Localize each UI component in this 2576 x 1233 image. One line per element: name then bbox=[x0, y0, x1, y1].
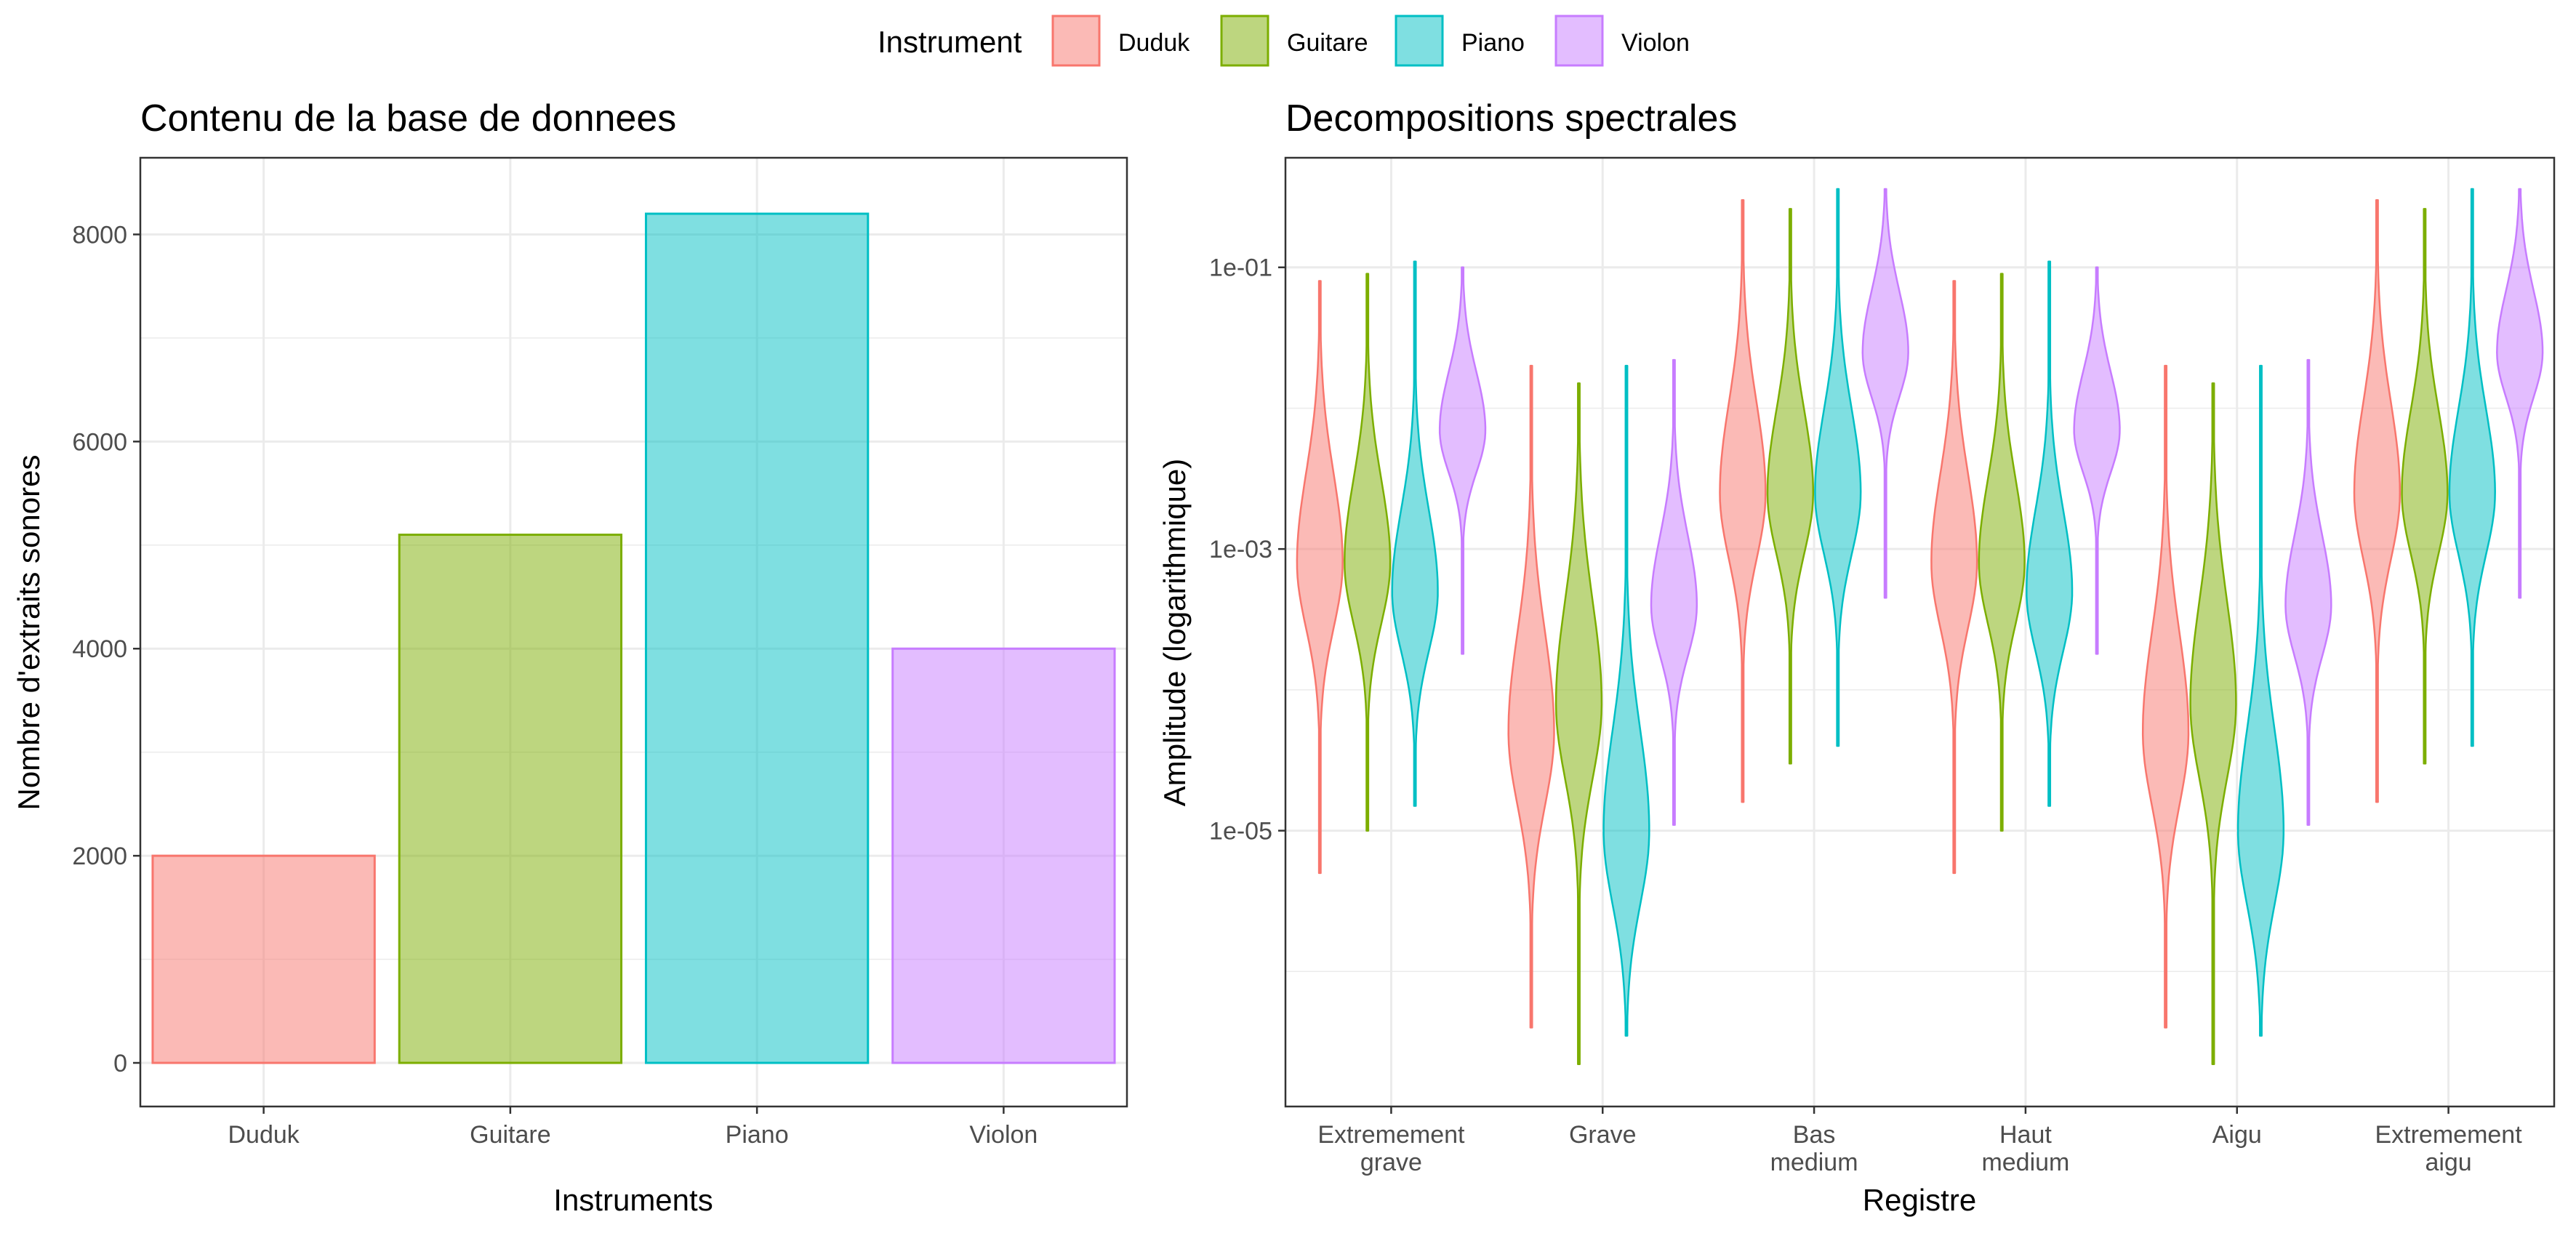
violin-piano-5 bbox=[2448, 188, 2496, 747]
violin-marks bbox=[1296, 188, 2544, 1065]
bar-plot-border bbox=[139, 156, 1128, 1108]
bar-guitare bbox=[398, 534, 623, 1064]
violin-gridlines bbox=[1285, 158, 2554, 1107]
violin-plot-background bbox=[1285, 158, 2554, 1107]
violin-guitare-1 bbox=[1554, 382, 1603, 1065]
bar-x-tick-label: Piano bbox=[726, 1121, 789, 1149]
violin-guitare-3 bbox=[1978, 273, 2026, 832]
violin-x-axis-title: Registre bbox=[1863, 1183, 1976, 1217]
violin-y-tick-label: 1e-05 bbox=[1209, 818, 1272, 846]
bar-piano bbox=[644, 212, 870, 1064]
bar-x-tick-label: Violon bbox=[969, 1121, 1038, 1149]
bar-x-ticks: Duduk Guitare Piano Violon bbox=[228, 1107, 1038, 1149]
violin-violon-1 bbox=[1650, 358, 1698, 826]
violin-piano-0 bbox=[1391, 260, 1439, 807]
violin-plot-border bbox=[1284, 156, 2556, 1108]
violin-x-tick-label: Extremement aigu bbox=[2375, 1121, 2522, 1176]
violin-violon-3 bbox=[2073, 266, 2121, 655]
violin-y-tick-label: 1e-03 bbox=[1209, 536, 1272, 563]
legend: Instrument Duduk Guitare Piano Violon bbox=[878, 15, 1690, 67]
legend-swatch-guitare bbox=[1220, 15, 1269, 67]
violin-guitare-5 bbox=[2401, 208, 2449, 765]
legend-swatch-piano bbox=[1395, 15, 1444, 67]
violin-piano-3 bbox=[2026, 260, 2074, 807]
violin-violon-4 bbox=[2284, 358, 2332, 826]
bar-chart-title: Contenu de la base de donnees bbox=[140, 97, 676, 140]
violin-x-ticks: Extremement grave Grave Bas medium Haut medium… bbox=[1317, 1107, 2522, 1176]
bar-y-ticks: 0 2000 4000 6000 8000 bbox=[72, 221, 140, 1077]
violin-x-tick-label: Aigu bbox=[2212, 1121, 2262, 1149]
violin-y-axis-title: Amplitude (logarithmique) bbox=[1157, 459, 1192, 807]
violin-violon-0 bbox=[1438, 266, 1487, 655]
bar-chart-panel: Contenu de la base de donnees 0 2000 4000 6… bbox=[12, 97, 1128, 1217]
violin-chart-title: Decompositions spectrales bbox=[1285, 97, 1737, 140]
bar-y-tick-label: 0 bbox=[113, 1050, 127, 1077]
violin-y-ticks: 1e-05 1e-03 1e-01 bbox=[1209, 254, 1285, 846]
violin-guitare-4 bbox=[2189, 382, 2237, 1065]
violin-x-tick-label: Extremement grave bbox=[1317, 1121, 1465, 1176]
bar-violon bbox=[891, 647, 1116, 1064]
violin-duduk-5 bbox=[2353, 199, 2402, 803]
bar-duduk bbox=[151, 854, 376, 1064]
violin-violon-2 bbox=[1861, 188, 1909, 599]
violin-guitare-0 bbox=[1344, 273, 1392, 832]
legend-label-piano: Piano bbox=[1461, 29, 1525, 57]
violin-piano-2 bbox=[1814, 188, 1862, 747]
violin-piano-1 bbox=[1602, 364, 1650, 1037]
violin-duduk-0 bbox=[1296, 280, 1344, 875]
violin-duduk-4 bbox=[2141, 364, 2190, 1029]
violin-x-tick-label: Bas medium bbox=[1770, 1121, 1858, 1176]
violin-piano-4 bbox=[2236, 364, 2285, 1037]
legend-swatch-violon bbox=[1554, 15, 1604, 67]
violin-y-tick-label: 1e-01 bbox=[1209, 254, 1272, 282]
bar-y-tick-label: 8000 bbox=[72, 221, 127, 249]
violin-guitare-2 bbox=[1766, 208, 1815, 765]
violin-x-tick-label: Haut medium bbox=[1981, 1121, 2069, 1176]
bar-y-tick-label: 6000 bbox=[72, 428, 127, 456]
bar-x-tick-label: Guitare bbox=[470, 1121, 551, 1149]
legend-title: Instrument bbox=[878, 25, 1022, 59]
bar-y-tick-label: 2000 bbox=[72, 843, 127, 870]
legend-swatch-duduk bbox=[1051, 15, 1101, 67]
bar-marks bbox=[151, 212, 1116, 1064]
bar-y-tick-label: 4000 bbox=[72, 635, 127, 663]
violin-duduk-1 bbox=[1507, 364, 1555, 1029]
bar-y-axis-title: Nombre d'extraits sonores bbox=[12, 455, 46, 811]
legend-label-duduk: Duduk bbox=[1118, 29, 1190, 57]
violin-chart-panel: Decompositions spectrales 1e-051e-031e-0… bbox=[1157, 97, 2556, 1217]
violin-violon-5 bbox=[2496, 188, 2544, 599]
legend-label-violon: Violon bbox=[1621, 29, 1690, 57]
legend-label-guitare: Guitare bbox=[1287, 29, 1368, 57]
legend-items: Duduk Guitare Piano Violon bbox=[1051, 15, 1690, 67]
violin-duduk-2 bbox=[1719, 199, 1767, 803]
bar-x-tick-label: Duduk bbox=[228, 1121, 300, 1149]
bar-x-axis-title: Instruments bbox=[553, 1183, 713, 1217]
violin-x-tick-label: Grave bbox=[1569, 1121, 1637, 1149]
violin-duduk-3 bbox=[1930, 280, 1978, 875]
